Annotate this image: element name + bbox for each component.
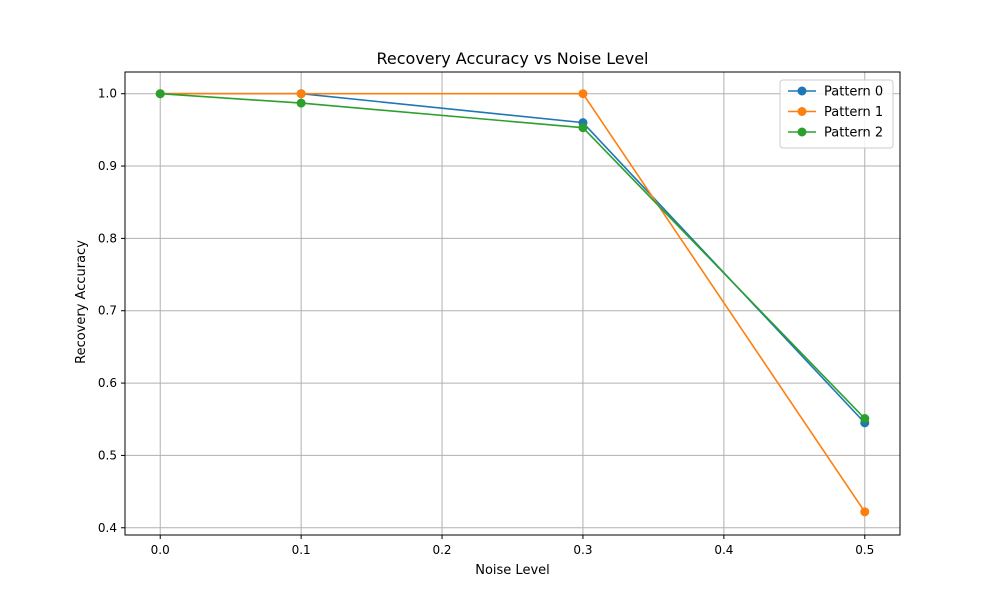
data-point [578, 123, 588, 133]
y-tick-label: 0.7 [98, 304, 117, 318]
series-2 [155, 89, 870, 424]
data-point [296, 89, 306, 99]
x-tick-label: 0.0 [151, 543, 170, 557]
legend-item: Pattern 0 [788, 85, 883, 100]
x-tick-label: 0.2 [432, 543, 451, 557]
legend-item: Pattern 1 [788, 105, 883, 120]
x-tick-label: 0.3 [573, 543, 592, 557]
legend-label: Pattern 0 [824, 85, 883, 100]
data-point [155, 89, 165, 99]
x-axis-label: Noise Level [475, 563, 550, 578]
plot-frame [124, 71, 901, 536]
x-tick-label: 0.4 [714, 543, 733, 557]
legend-swatch-marker [797, 86, 807, 96]
y-tick-label: 1.0 [98, 87, 117, 101]
x-tick-label: 0.5 [855, 543, 874, 557]
legend-box [779, 79, 894, 149]
series-line [160, 92, 866, 420]
y-axis-label: Recovery Accuracy [74, 240, 89, 364]
data-point [860, 507, 870, 517]
series-line [160, 92, 866, 513]
y-tick-label: 0.6 [98, 376, 117, 390]
data-point [578, 89, 588, 99]
legend-swatch-marker [797, 107, 807, 116]
data-point [860, 414, 870, 424]
series-layer [155, 89, 870, 517]
y-tick-label: 0.9 [98, 159, 117, 173]
legend-label: Pattern 1 [824, 105, 883, 120]
legend-item: Pattern 2 [788, 126, 883, 141]
data-point [296, 98, 306, 108]
series-line [160, 92, 866, 424]
chart-title: Recovery Accuracy vs Noise Level [377, 49, 649, 68]
series-0 [155, 89, 870, 428]
y-tick-label: 0.5 [98, 448, 117, 462]
y-tick-label: 0.4 [98, 521, 117, 535]
x-tick-label: 0.1 [292, 543, 311, 557]
legend: Pattern 0 Pattern 1 Pattern 2 [779, 79, 894, 149]
series-1 [155, 89, 870, 517]
axes: 0.0 0.1 0.2 0.3 0.4 0.5 0.4 0.5 0.6 0.7 0.8 0.9 1.0 [98, 71, 901, 557]
legend-swatch-marker [797, 127, 807, 137]
legend-label: Pattern 2 [824, 126, 883, 141]
y-tick-label: 0.8 [98, 231, 117, 245]
